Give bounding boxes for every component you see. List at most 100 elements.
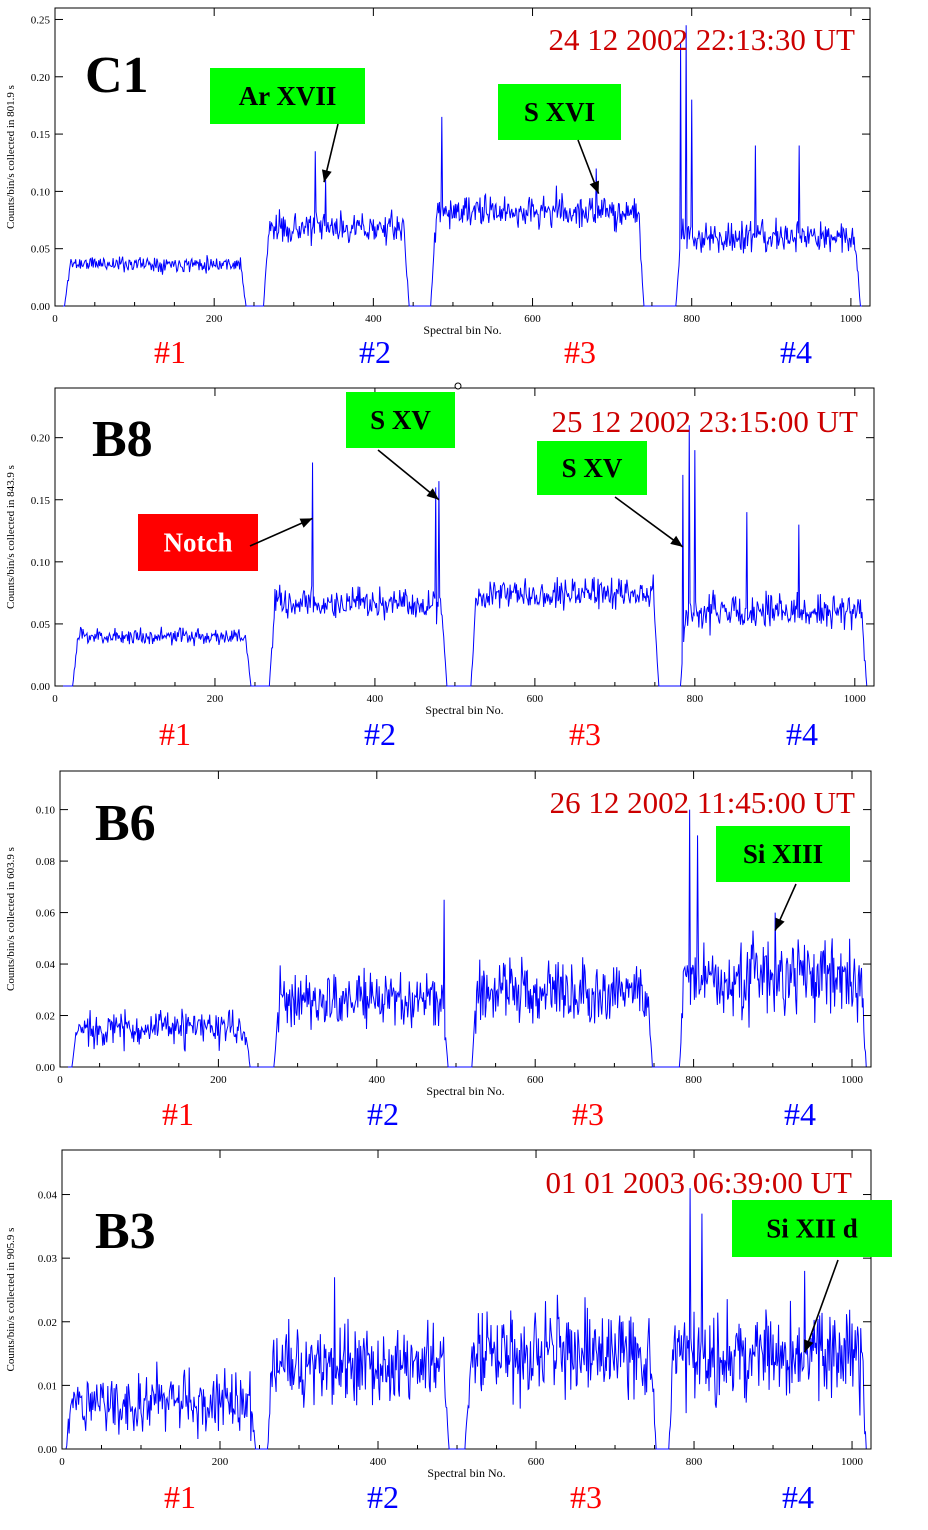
y-tick-label: 0.10 <box>36 805 56 817</box>
y-tick-label: 0.00 <box>36 1062 56 1074</box>
sector-label: #2 <box>367 1096 399 1132</box>
x-axis-label: Spectral bin No. <box>427 1466 505 1480</box>
y-tick-label: 0.06 <box>36 908 56 920</box>
line-annotation: Si XIII <box>716 826 850 931</box>
spectrum-panel-b8: 0 200 400 600 800 1000 0.00 0.05 0.10 0.15 0.20 Spe… <box>5 387 875 752</box>
annotation-arrow <box>377 449 440 501</box>
y-axis-label: Counts/bin/s collected in 603.9 s <box>5 847 17 991</box>
spectrum-line <box>62 1188 871 1450</box>
sector-label: #3 <box>572 1096 604 1132</box>
y-tick-label: 0.10 <box>31 557 51 569</box>
panel-label: B8 <box>92 411 153 468</box>
y-tick-label: 0.00 <box>38 1444 58 1456</box>
timestamp: 01 01 2003 06:39:00 UT <box>545 1165 852 1200</box>
sector-label: #1 <box>164 1479 196 1515</box>
annotation-label: Si XII d <box>766 1214 858 1244</box>
x-axis-label: Spectral bin No. <box>425 703 503 717</box>
annotation-box <box>210 68 365 124</box>
panel-label: B3 <box>95 1203 156 1260</box>
y-axis-label: Counts/bin/s collected in 843.9 s <box>5 465 17 609</box>
sector-label: #4 <box>786 716 818 752</box>
annotation-label: S XV <box>562 453 623 483</box>
annotation-label: S XVI <box>524 97 595 127</box>
x-tick-label: 200 <box>212 1456 229 1468</box>
y-tick-label: 0.02 <box>38 1317 57 1329</box>
x-tick-label: 200 <box>206 313 223 325</box>
annotation-box <box>346 392 455 448</box>
spectrum-panel-c1: 0 200 400 600 800 1000 0.00 0.05 0.10 0.15 0.20 0.2… <box>5 7 871 370</box>
y-axis-label: Counts/bin/s collected in 801.9 s <box>5 85 17 229</box>
x-axis-label: Spectral bin No. <box>423 323 501 337</box>
x-tick-label: 400 <box>367 693 384 705</box>
x-tick-label: 0 <box>52 693 58 705</box>
y-tick-label: 0.04 <box>36 959 56 971</box>
arrowhead <box>426 488 439 500</box>
sector-label: #4 <box>782 1479 814 1515</box>
y-tick-label: 0.05 <box>31 244 51 256</box>
annotation-arrow <box>614 496 684 548</box>
sector-label: #1 <box>159 716 191 752</box>
sector-label: #1 <box>162 1096 194 1132</box>
y-tick-label: 0.02 <box>36 1011 55 1023</box>
y-tick-label: 0.05 <box>31 619 51 631</box>
annotation-label: S XV <box>370 405 431 435</box>
y-axis-label: Counts/bin/s collected in 905.9 s <box>5 1228 17 1372</box>
x-tick-label: 0 <box>57 1074 63 1086</box>
y-tick-label: 0.25 <box>31 14 51 26</box>
y-tick-label: 0.04 <box>38 1190 58 1202</box>
y-tick-label: 0.20 <box>31 433 51 445</box>
annotation-box <box>732 1200 892 1257</box>
annotation-label: Notch <box>164 528 233 558</box>
annotation-box <box>138 514 258 571</box>
x-tick-label: 600 <box>527 1074 544 1086</box>
y-tick-label: 0.03 <box>38 1253 58 1265</box>
spectrum-panel-b3: 0 200 400 600 800 1000 0.00 0.01 0.02 0.03 0.04 Spe… <box>5 1149 892 1515</box>
y-tick-label: 0.15 <box>31 495 51 507</box>
y-tick-label: 0.10 <box>31 186 51 198</box>
x-tick-label: 600 <box>528 1456 545 1468</box>
x-tick-label: 800 <box>685 1074 702 1086</box>
sector-label: #2 <box>359 334 391 370</box>
annotation-box <box>537 441 647 495</box>
line-annotation: Notch <box>138 514 313 571</box>
line-annotation: Si XII d <box>732 1200 892 1353</box>
line-annotation: S XV <box>537 441 684 548</box>
annotation-box <box>716 826 850 882</box>
y-tick-label: 0.20 <box>31 72 51 84</box>
x-tick-label: 800 <box>683 313 700 325</box>
line-annotation: Ar XVII <box>210 68 365 183</box>
annotation-arrow <box>803 1259 839 1353</box>
arrowhead <box>670 535 683 547</box>
y-tick-label: 0.15 <box>31 129 51 141</box>
line-annotation: S XVI <box>498 84 621 194</box>
spectrum-line <box>60 809 871 1068</box>
sector-label: #3 <box>569 716 601 752</box>
x-tick-label: 400 <box>365 313 382 325</box>
x-tick-label: 1000 <box>844 693 867 705</box>
timestamp: 24 12 2002 22:13:30 UT <box>548 22 855 57</box>
arrowhead <box>775 917 785 931</box>
x-tick-label: 200 <box>207 693 224 705</box>
sector-label: #4 <box>784 1096 816 1132</box>
sector-label: #1 <box>154 334 186 370</box>
y-tick-label: 0.00 <box>31 681 51 693</box>
x-tick-label: 400 <box>369 1074 386 1086</box>
x-tick-label: 800 <box>687 693 704 705</box>
sector-label: #2 <box>367 1479 399 1515</box>
spectrum-panel-b6: 0 200 400 600 800 1000 0.00 0.02 0.04 0.06 0.08 0.1… <box>5 770 872 1132</box>
y-tick-label: 0.01 <box>38 1380 57 1392</box>
y-tick-label: 0.00 <box>31 301 51 313</box>
sector-label: #3 <box>570 1479 602 1515</box>
x-tick-label: 400 <box>370 1456 387 1468</box>
x-tick-label: 0 <box>52 313 58 325</box>
x-tick-label: 200 <box>210 1074 227 1086</box>
annotation-label: Ar XVII <box>239 81 337 111</box>
x-tick-label: 1000 <box>841 1074 864 1086</box>
timestamp: 26 12 2002 11:45:00 UT <box>550 785 855 820</box>
panel-label: B6 <box>95 795 156 852</box>
spectrum-line <box>55 25 870 307</box>
panel-label: C1 <box>85 47 149 104</box>
line-annotation: S XV <box>346 392 455 501</box>
x-tick-label: 1000 <box>840 313 863 325</box>
